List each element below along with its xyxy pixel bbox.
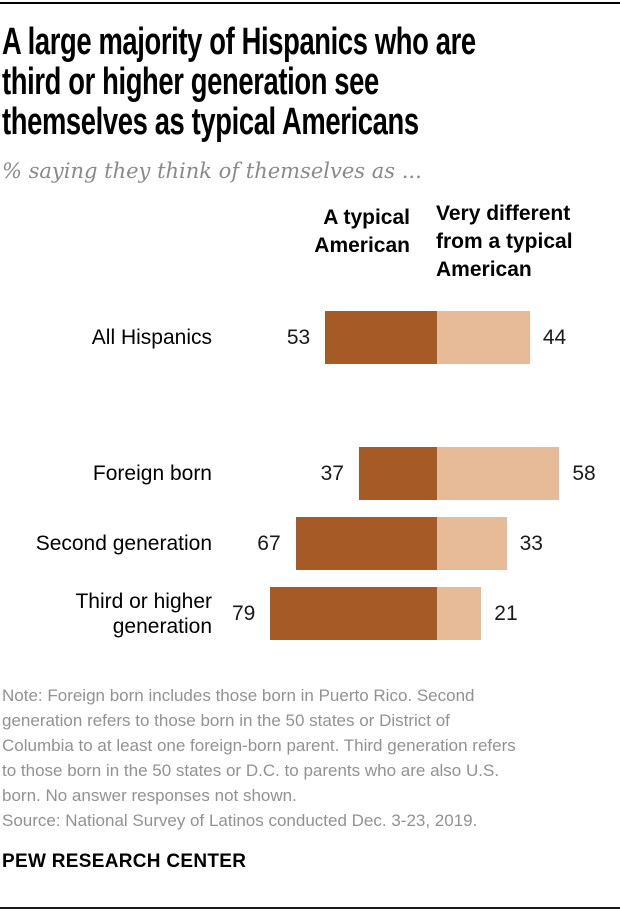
bar-very-different — [437, 587, 482, 640]
value-typical-american: 53 — [286, 325, 311, 349]
category-label: Second generation — [35, 532, 212, 555]
bar-very-different — [437, 447, 560, 500]
value-typical-american: 79 — [231, 601, 256, 625]
bottom-rule — [0, 907, 620, 909]
note-text: Note: Foreign born includes those born i… — [2, 686, 516, 805]
bar-typical-american — [358, 447, 437, 500]
top-rule — [0, 2, 620, 4]
bar-very-different — [437, 517, 507, 570]
bar-typical-american — [325, 311, 437, 364]
source-text: Source: National Survey of Latinos condu… — [2, 811, 478, 830]
pew-research-center-wordmark: PEW RESEARCH CENTER — [2, 851, 247, 872]
legend-label-typical-american: A typical American — [314, 206, 410, 257]
value-very-different: 33 — [519, 531, 543, 555]
chart-title: A large majority of Hispanics who are th… — [2, 21, 476, 143]
value-typical-american: 67 — [257, 531, 281, 555]
category-label: Third or higher generation — [75, 589, 212, 638]
bar-typical-american — [295, 517, 437, 570]
category-label: Foreign born — [92, 462, 212, 485]
value-very-different: 21 — [494, 601, 518, 625]
value-very-different: 58 — [572, 461, 596, 485]
value-typical-american: 37 — [320, 461, 344, 485]
bar-typical-american — [270, 587, 437, 640]
legend-label-very-different: Very different from a typical American — [436, 202, 573, 281]
bar-very-different — [437, 311, 530, 364]
value-very-different: 44 — [542, 325, 567, 349]
chart-subtitle: % saying they think of themselves as ... — [2, 159, 422, 183]
category-label: All Hispanics — [91, 326, 212, 349]
